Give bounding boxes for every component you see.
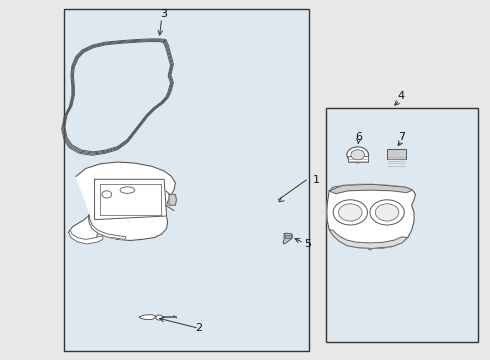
Text: 2: 2 (196, 323, 202, 333)
Text: 6: 6 (355, 132, 362, 142)
Polygon shape (283, 233, 293, 244)
Text: 3: 3 (161, 9, 168, 19)
Circle shape (333, 200, 368, 225)
Polygon shape (329, 184, 413, 194)
Ellipse shape (120, 187, 135, 193)
Polygon shape (69, 162, 175, 243)
Circle shape (339, 204, 362, 221)
Polygon shape (169, 194, 176, 205)
Circle shape (351, 150, 365, 160)
Bar (285, 235, 291, 238)
Bar (326, 108, 478, 342)
Circle shape (370, 200, 404, 225)
Polygon shape (69, 230, 103, 244)
Text: 1: 1 (313, 175, 319, 185)
Polygon shape (88, 214, 126, 239)
Polygon shape (95, 179, 167, 220)
Polygon shape (327, 184, 416, 248)
Circle shape (375, 204, 399, 221)
Bar (64, 9, 309, 351)
Bar (387, 149, 406, 159)
Circle shape (156, 315, 163, 320)
Bar (348, 156, 368, 162)
Polygon shape (140, 315, 156, 320)
Polygon shape (329, 230, 408, 248)
Text: 4: 4 (397, 91, 404, 102)
Text: 7: 7 (398, 132, 405, 142)
Text: 5: 5 (304, 239, 311, 249)
Circle shape (347, 147, 368, 163)
Circle shape (102, 191, 112, 198)
